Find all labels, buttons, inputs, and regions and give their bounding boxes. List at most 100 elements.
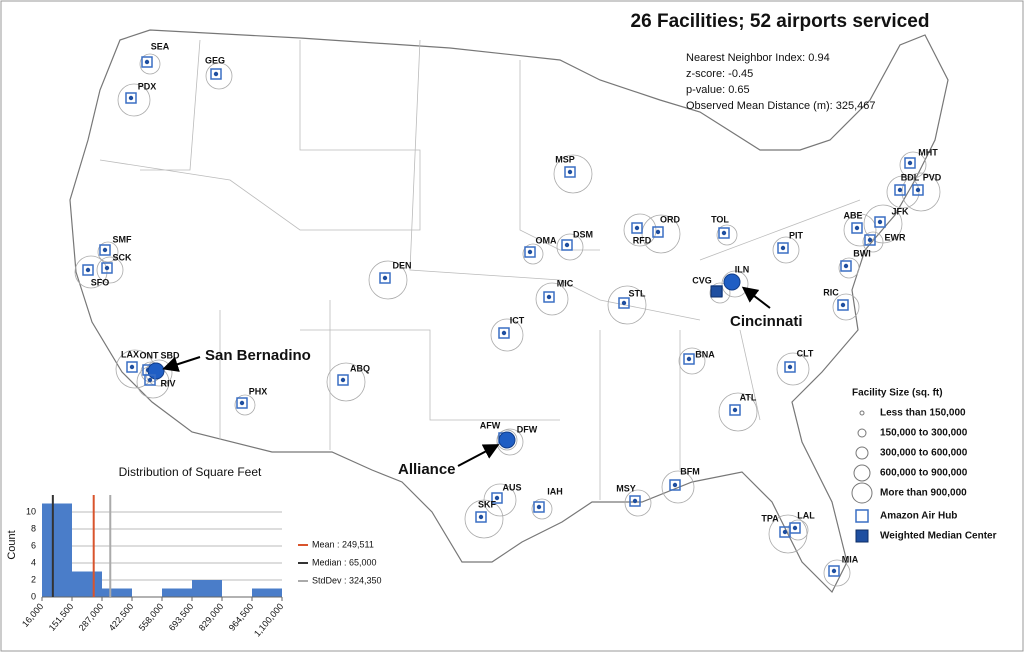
reference-legend-label: StdDev : 324,350	[312, 575, 382, 585]
callout-label: Cincinnati	[730, 313, 803, 330]
facility-circle	[96, 256, 124, 284]
airport-label: BNA	[695, 349, 715, 359]
callout-label: San Bernadino	[205, 347, 311, 364]
air-hub	[498, 327, 510, 339]
facility-circle	[624, 489, 652, 517]
airport-label: ATL	[740, 392, 757, 402]
facility-dot	[792, 525, 798, 531]
facility-dot	[102, 247, 108, 253]
facility-circle	[787, 519, 809, 541]
airport-label: RFD	[633, 235, 652, 245]
facility-circle	[535, 282, 569, 316]
facility-dot	[632, 498, 638, 504]
airport-label: OMA	[536, 235, 557, 245]
facility-dot	[144, 59, 150, 65]
air-hub	[533, 501, 545, 513]
facility-circle	[832, 293, 860, 321]
facility-circle	[776, 352, 810, 386]
facility-dot	[478, 514, 484, 520]
airport-label: ORD	[660, 214, 681, 224]
facility-dot	[567, 169, 573, 175]
facility-circle	[623, 213, 657, 247]
air-hub	[524, 246, 536, 258]
air-hub	[904, 157, 916, 169]
y-tick-label: 2	[31, 574, 36, 584]
facility-circle	[823, 559, 851, 587]
legend-symbol	[851, 482, 873, 504]
facility-dot	[915, 187, 921, 193]
facility-circle	[464, 499, 504, 539]
airport-label: JFK	[891, 206, 909, 216]
facility-dot	[831, 568, 837, 574]
facility-dot	[128, 95, 134, 101]
air-hub	[777, 242, 789, 254]
hist-bar	[162, 588, 192, 597]
air-hub	[337, 374, 349, 386]
facility-circle	[326, 362, 366, 402]
facility-circle	[862, 231, 884, 253]
facility-circle	[74, 255, 108, 289]
facility-circle	[205, 62, 233, 90]
air-hub	[828, 565, 840, 577]
facility-circle	[496, 428, 524, 456]
facility-dot	[340, 377, 346, 383]
airport-label: MIA	[842, 554, 859, 564]
facility-dot	[867, 237, 873, 243]
airport-label: SKF	[478, 499, 497, 509]
histogram-inset: Distribution of Square FeetCount02468101…	[2, 455, 382, 649]
legend-label: More than 900,000	[880, 488, 967, 499]
facility-circle	[607, 285, 647, 325]
stat-line: z-score: -0.45	[686, 68, 753, 80]
facility-circle	[721, 270, 749, 298]
facility-dot	[840, 302, 846, 308]
air-hub	[379, 272, 391, 284]
legend-symbol	[859, 410, 865, 416]
stat-line: Observed Mean Distance (m): 325,467	[686, 100, 876, 112]
legend-label: 600,000 to 900,000	[880, 468, 968, 479]
air-hub	[864, 234, 876, 246]
airport-label: SEA	[151, 41, 170, 51]
airport-label: DEN	[392, 260, 411, 270]
callout-arrow	[741, 286, 771, 309]
facility-dot	[672, 482, 678, 488]
facility-dot	[621, 300, 627, 306]
facility-dot	[147, 377, 153, 383]
air-hub	[631, 222, 643, 234]
facility-dot	[527, 249, 533, 255]
legend-symbol	[857, 428, 867, 438]
airport-label: CVG	[692, 275, 712, 285]
air-hub	[789, 522, 801, 534]
legend-label: Weighted Median Center	[880, 531, 997, 542]
hist-title: Distribution of Square Feet	[119, 465, 262, 479]
facility-circle	[772, 236, 800, 264]
air-hub	[126, 361, 138, 373]
legend-label: Less than 150,000	[880, 408, 966, 419]
legend-label: Amazon Air Hub	[880, 511, 957, 522]
facility-circle	[553, 154, 593, 194]
facility-dot	[732, 407, 738, 413]
air-hub	[210, 68, 222, 80]
facility-circle	[838, 257, 860, 279]
air-hub	[683, 353, 695, 365]
legend-label: 150,000 to 300,000	[880, 428, 968, 439]
facility-circle	[490, 318, 524, 352]
airport-label: STL	[629, 288, 647, 298]
air-hub	[840, 260, 852, 272]
stat-line: p-value: 0.65	[686, 84, 750, 96]
air-hub	[99, 244, 111, 256]
air-hub	[125, 92, 137, 104]
facility-dot	[782, 529, 788, 535]
hist-bar	[72, 571, 102, 597]
facility-dot	[877, 219, 883, 225]
air-hub	[82, 264, 94, 276]
facility-circle	[901, 172, 941, 212]
facility-circle	[718, 392, 758, 432]
facility-dot	[843, 263, 849, 269]
airport-label: AUS	[502, 482, 521, 492]
facility-dot	[780, 245, 786, 251]
airport-label: TPA	[761, 513, 779, 523]
air-hub	[101, 262, 113, 274]
legend-symbol	[853, 464, 871, 482]
facility-dot	[85, 267, 91, 273]
facility-dot	[536, 504, 542, 510]
